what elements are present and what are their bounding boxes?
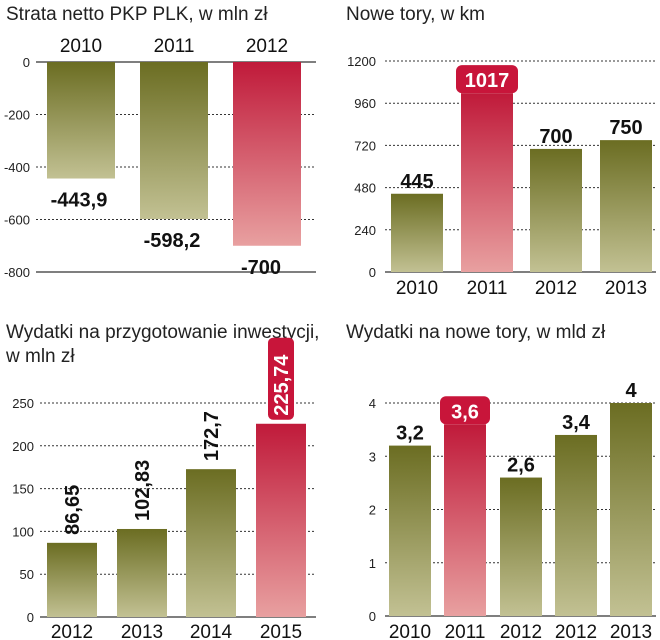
value-label: 1017: [465, 70, 510, 92]
bar: [256, 423, 306, 617]
category-label: 2012: [500, 622, 542, 640]
y-tick-label: 150: [12, 482, 34, 497]
value-label: 4: [625, 380, 637, 402]
bar: [555, 434, 597, 616]
y-tick-label: 1200: [347, 54, 376, 69]
y-tick-label: 480: [354, 181, 376, 196]
y-tick-label: 0: [369, 265, 376, 280]
value-label: 700: [539, 126, 572, 148]
category-label: 2012: [51, 622, 93, 640]
y-tick-label: 0: [27, 610, 34, 625]
y-tick-label: 3: [369, 449, 376, 464]
y-tick-label: 0: [23, 55, 30, 70]
y-tick-label: 720: [354, 138, 376, 153]
y-tick-label: 1: [369, 556, 376, 571]
category-label: 2010: [60, 36, 102, 57]
value-label: 86,65: [62, 485, 84, 535]
bar: [500, 477, 542, 616]
chart-net-loss: Strata netto PKP PLK, w mln zł 0 -200 -400…: [4, 4, 316, 280]
chart-investment-preparation: Wydatki na przygotowanie inwestycji, w m…: [5, 322, 319, 640]
chart-title: Strata netto PKP PLK, w mln zł: [6, 4, 268, 25]
value-label: 750: [609, 117, 642, 139]
y-tick-label: 100: [12, 524, 34, 539]
y-tick-label: 2: [369, 503, 376, 518]
chart-title: Nowe tory, w km: [346, 4, 485, 25]
category-label: 2012: [535, 278, 577, 299]
chart-new-tracks-spending: Wydatki na nowe tory, w mld zł 0 1 2 3 4 3,2 2…: [346, 322, 656, 640]
bar: [47, 542, 97, 617]
bar: [610, 403, 652, 616]
y-tick-label: 200: [12, 439, 34, 454]
bar: [600, 140, 652, 272]
bar: [391, 193, 443, 272]
category-label: 2010: [396, 278, 438, 299]
chart-title-line-1: Wydatki na przygotowanie inwestycji,: [6, 322, 319, 343]
chart-title: Wydatki na nowe tory, w mld zł: [346, 322, 606, 343]
value-label: 3,4: [562, 412, 591, 434]
category-label: 2011: [467, 278, 508, 299]
bar: [233, 62, 301, 246]
value-label: 445: [400, 171, 433, 193]
category-label: 2012: [246, 36, 288, 57]
y-tick-label: -200: [4, 108, 30, 123]
bar: [140, 62, 208, 220]
bar: [444, 424, 486, 616]
chart-title-line-2: w mln zł: [5, 346, 75, 367]
category-label: 2013: [610, 622, 652, 640]
category-label: 2010: [389, 622, 431, 640]
y-tick-label: 0: [369, 609, 376, 624]
category-label: 2011: [445, 622, 486, 640]
value-label: 102,83: [132, 460, 154, 521]
bar: [461, 93, 513, 273]
value-label: -700: [241, 257, 281, 279]
value-badge: [456, 65, 518, 94]
value-label: 3,6: [451, 401, 479, 423]
y-tick-label: -800: [4, 265, 30, 280]
y-tick-label: -400: [4, 160, 30, 175]
value-label: 3,2: [396, 423, 424, 445]
category-label: 2011: [154, 36, 195, 57]
bar: [47, 62, 115, 179]
bar: [389, 445, 431, 616]
value-badge: [268, 337, 294, 420]
y-tick-label: -600: [4, 213, 30, 228]
y-tick-label: 50: [20, 567, 34, 582]
value-badge: [440, 396, 490, 425]
value-label: 2,6: [507, 455, 535, 477]
bar: [530, 148, 582, 272]
bar: [186, 469, 236, 617]
bar: [117, 528, 167, 617]
y-tick-label: 240: [354, 223, 376, 238]
value-label: -443,9: [51, 190, 108, 212]
category-label: 2013: [605, 278, 647, 299]
category-label: 2014: [190, 622, 233, 640]
value-label: -598,2: [144, 230, 201, 252]
chart-new-tracks-km: Nowe tory, w km 0 240 480 720 960 1200 445 2010…: [346, 4, 656, 299]
category-label: 2015: [260, 622, 302, 640]
y-tick-label: 250: [12, 396, 34, 411]
y-tick-label: 4: [369, 396, 376, 411]
value-label: 172,7: [201, 411, 223, 461]
category-label: 2013: [121, 622, 163, 640]
category-label: 2012: [555, 622, 597, 640]
value-label: 225,74: [271, 354, 293, 416]
y-tick-label: 960: [354, 96, 376, 111]
